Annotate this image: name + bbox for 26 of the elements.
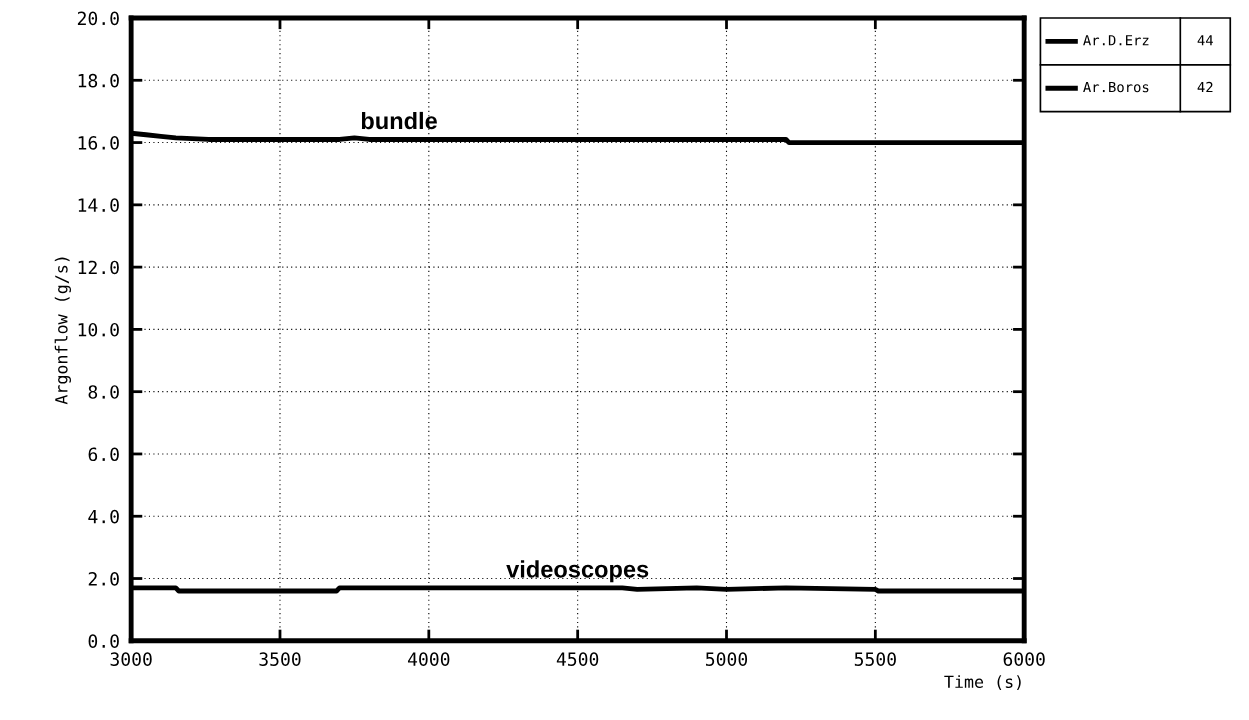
text: 44 <box>1197 35 1213 46</box>
legend-label: Ar.D.Erz <box>1083 35 1149 46</box>
y-tick-label: 16.0 <box>78 136 119 150</box>
y-tick-label: 4.0 <box>88 509 119 524</box>
y-tick-label: 10.0 <box>78 322 119 337</box>
text: 42 <box>1197 81 1213 93</box>
annotation: bundle <box>361 111 437 130</box>
y-tick-label: 6.0 <box>88 447 119 462</box>
x-tick-label: 4000 <box>407 652 450 666</box>
x-tick-label: 5000 <box>706 652 748 666</box>
x-tick-label: 3000 <box>110 652 152 666</box>
legend-label: Ar.Boros <box>1083 81 1149 93</box>
x-tick-label: 6000 <box>1003 652 1045 666</box>
x-tick-label: 4500 <box>556 652 599 666</box>
x-axis-title: Time (s) <box>944 675 1021 690</box>
y-tick-label: 12.0 <box>78 260 119 275</box>
y-tick-label: 20.0 <box>77 11 119 26</box>
y-tick-label: 2.0 <box>88 572 119 586</box>
x-tick-label: 5500 <box>854 652 896 666</box>
y-axis-title: Argonflow (g/s) <box>54 257 71 405</box>
y-tick-label: 14.0 <box>78 198 119 212</box>
y-tick-label: 0.0 <box>88 634 119 648</box>
y-tick-label: 8.0 <box>88 385 119 399</box>
annotation: videoscopes <box>506 560 649 583</box>
y-tick-label: 18.0 <box>78 73 119 88</box>
x-tick-label: 3500 <box>259 652 301 666</box>
